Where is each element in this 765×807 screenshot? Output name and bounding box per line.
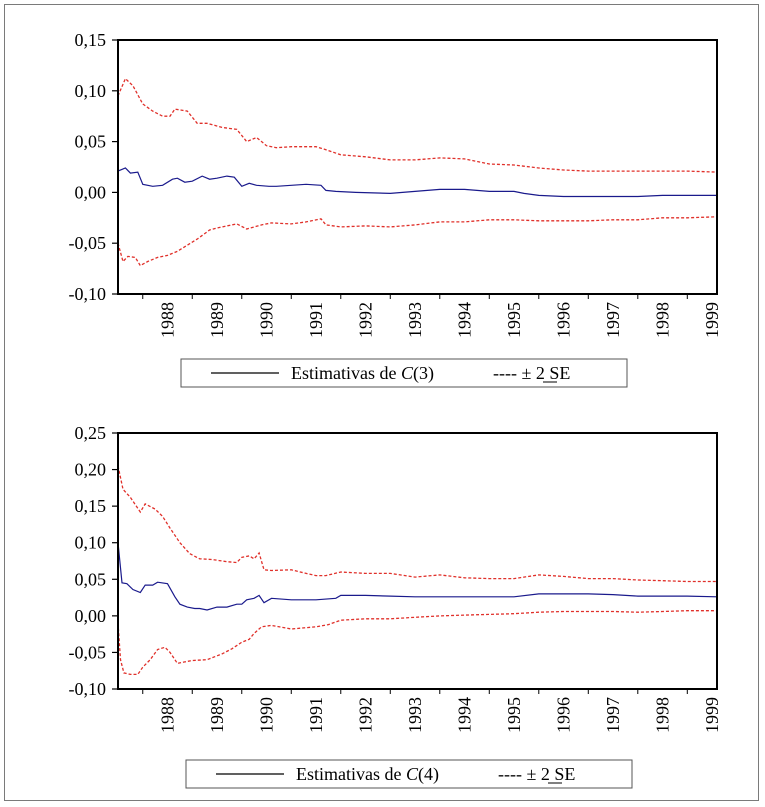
x-tick-label: 1994	[455, 697, 475, 733]
plot-frame	[117, 39, 718, 295]
x-tick-label: 1998	[653, 302, 673, 338]
x-tick-label: 1996	[554, 302, 574, 338]
x-tick-label: 1998	[653, 697, 673, 733]
legend-band-label: ---- ± 2 SE	[498, 764, 575, 784]
y-tick-label: 0,00	[75, 182, 107, 202]
y-tick-label: 0,10	[75, 533, 107, 553]
legend: Estimativas de C(4) ---- ± 2 SE	[185, 759, 633, 789]
x-tick-label: 1997	[603, 697, 623, 733]
x-tick-label: 1999	[702, 302, 722, 338]
y-tick-label: 0,00	[75, 606, 107, 626]
x-tick-label: 1988	[158, 697, 178, 733]
y-tick-label: 0,20	[75, 460, 107, 480]
x-tick-label: 1994	[455, 302, 475, 338]
x-tick-label: 1990	[257, 302, 277, 338]
x-tick-label: 1989	[207, 302, 227, 338]
chart-panel-2: 0,25 0,20 0,15 0,10 0,05 0,00 -0,05 -0,10 1988 19…	[69, 423, 722, 789]
upper-band-line	[117, 77, 718, 173]
x-tick-label: 1999	[702, 697, 722, 733]
y-tick-label: 0,05	[75, 132, 107, 152]
legend-label: Estimativas de C(4)	[296, 764, 439, 785]
y-tick-label: 0,25	[75, 423, 107, 443]
x-tick-label: 1988	[158, 302, 178, 338]
x-tick-label: 1993	[405, 697, 425, 733]
legend-label: Estimativas de C(3)	[291, 363, 434, 384]
lower-band-line	[117, 216, 718, 267]
plot-frame	[117, 432, 718, 690]
legend-band-label: ---- ± 2 SE	[493, 363, 570, 383]
y-tick-label: 0,15	[75, 496, 107, 516]
x-tick-label: 1997	[603, 302, 623, 338]
x-tick-label: 1996	[554, 697, 574, 733]
figure-frame	[4, 4, 759, 801]
x-tick-label: 1992	[356, 697, 376, 733]
x-tick-label: 1995	[504, 302, 524, 338]
x-tick-label: 1993	[405, 302, 425, 338]
lower-band-line	[117, 610, 717, 676]
x-tick-label: 1992	[356, 302, 376, 338]
y-tick-label: -0,05	[69, 233, 107, 253]
legend: Estimativas de C(3) ---- ± 2 SE	[180, 358, 628, 388]
upper-band-line	[117, 465, 717, 583]
x-tick-label: 1991	[306, 302, 326, 338]
x-tick-label: 1989	[207, 697, 227, 733]
y-tick-label: -0,05	[69, 642, 107, 662]
y-tick-label: 0,05	[75, 569, 107, 589]
y-tick-label: -0,10	[69, 679, 107, 699]
y-tick-label: 0,15	[75, 30, 107, 50]
x-tick-label: 1991	[306, 697, 326, 733]
x-tick-label: 1990	[257, 697, 277, 733]
estimate-line	[117, 167, 717, 198]
y-tick-label: 0,10	[75, 81, 107, 101]
chart-panel-1: 0,15 0,10 0,05 0,00 -0,05 -0,10 1988 1989 1990 19…	[69, 30, 722, 388]
estimate-line	[117, 542, 718, 611]
x-tick-label: 1995	[504, 697, 524, 733]
y-tick-label: -0,10	[69, 284, 107, 304]
